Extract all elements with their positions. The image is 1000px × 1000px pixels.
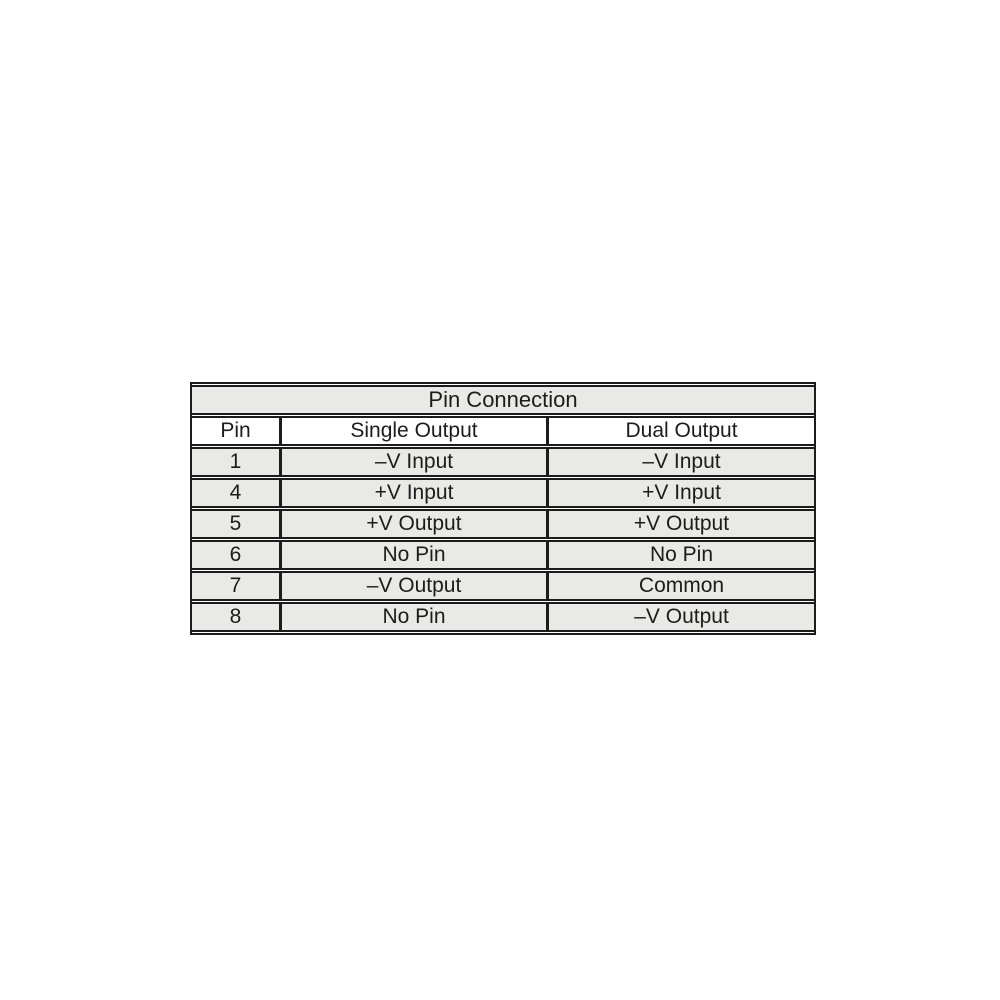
pin-connection-table: Pin Connection Pin Single Output Dual Ou… <box>190 382 817 635</box>
dual-output-cell: –V Input <box>546 447 815 477</box>
dual-output-cell: +V Output <box>546 509 815 539</box>
single-output-cell: No Pin <box>279 540 546 570</box>
single-output-cell: –V Output <box>279 571 546 601</box>
dual-output-cell: Common <box>546 571 815 601</box>
pin-cell: 5 <box>192 509 279 539</box>
table-row: 7 –V Output Common <box>192 571 815 601</box>
dual-output-cell: +V Input <box>546 478 815 508</box>
pin-connection-table-container: Pin Connection Pin Single Output Dual Ou… <box>190 382 817 635</box>
table-row: 1 –V Input –V Input <box>192 447 815 477</box>
table-row: 8 No Pin –V Output <box>192 602 815 632</box>
pin-cell: 1 <box>192 447 279 477</box>
pin-cell: 7 <box>192 571 279 601</box>
table-title: Pin Connection <box>192 385 815 415</box>
table-row: 4 +V Input +V Input <box>192 478 815 508</box>
table-header-row: Pin Single Output Dual Output <box>192 416 815 446</box>
table-row: 5 +V Output +V Output <box>192 509 815 539</box>
single-output-cell: –V Input <box>279 447 546 477</box>
single-output-cell: +V Input <box>279 478 546 508</box>
pin-cell: 8 <box>192 602 279 632</box>
table-row: 6 No Pin No Pin <box>192 540 815 570</box>
table-title-row: Pin Connection <box>192 385 815 415</box>
table-body: 1 –V Input –V Input 4 +V Input +V Input … <box>192 447 815 632</box>
column-header-single-output: Single Output <box>279 416 546 446</box>
column-header-dual-output: Dual Output <box>546 416 815 446</box>
single-output-cell: +V Output <box>279 509 546 539</box>
pin-cell: 6 <box>192 540 279 570</box>
dual-output-cell: No Pin <box>546 540 815 570</box>
single-output-cell: No Pin <box>279 602 546 632</box>
pin-cell: 4 <box>192 478 279 508</box>
column-header-pin: Pin <box>192 416 279 446</box>
dual-output-cell: –V Output <box>546 602 815 632</box>
